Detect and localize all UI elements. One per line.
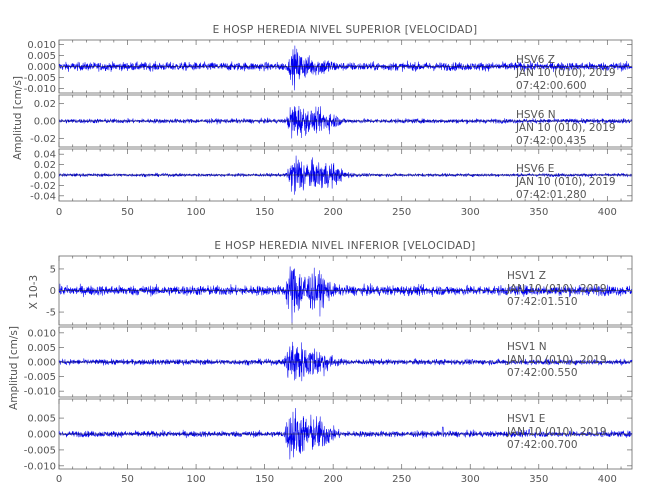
fig1-panel0-station-label: HSV1 Z	[507, 270, 546, 282]
fig0-panel0-station-label: HSV6 Z	[516, 54, 555, 66]
fig0-xtick-label: 150	[255, 207, 274, 218]
fig0-panel2-time-label: 07:42:01.280	[516, 189, 587, 201]
fig0-panel2-ytick-label: 0.04	[34, 150, 56, 161]
fig0-panel1-ytick-label: -0.02	[30, 134, 56, 145]
fig0-xtick-label: 200	[324, 207, 343, 218]
fig0-panel1-trace-hsv6-n	[58, 105, 633, 139]
y-axis-label-superior: Amplitud [cm/s]	[12, 76, 24, 160]
fig1-panel2-date-label: JAN 10 (010), 2019	[506, 426, 607, 438]
fig1-panel0-date-label: JAN 10 (010), 2019	[506, 283, 607, 295]
fig1-panel2-ytick-label: 0.000	[27, 430, 56, 441]
fig1-xtick-label: 150	[255, 474, 274, 485]
fig0-panel2-ytick-label: -0.04	[30, 191, 56, 202]
fig0-panel0-ytick-label: -0.005	[24, 73, 56, 84]
fig1-panel1-ytick-label: 0.000	[27, 358, 56, 369]
fig0-xtick-label: 50	[121, 207, 134, 218]
fig1-xtick-label: 0	[56, 474, 62, 485]
fig1-panel0-trace-hsv1-z	[58, 266, 633, 324]
fig0-panel1-date-label: JAN 10 (010), 2019	[515, 122, 616, 134]
fig0-panel2-ytick-label: 0.00	[34, 171, 56, 182]
fig1-panel2-ytick-label: 0.005	[27, 414, 56, 425]
fig1-panel0-ytick-label: 5	[50, 264, 56, 275]
fig0-panel0-ytick-label: -0.010	[24, 84, 56, 95]
fig1-panel2-time-label: 07:42:00.700	[507, 439, 578, 451]
panel-frames	[58, 39, 633, 470]
fig1-panel1-ytick-label: 0.010	[27, 328, 56, 339]
fig0-panel2-ytick-label: 0.02	[34, 160, 56, 171]
fig1-xtick-label: 400	[598, 474, 617, 485]
fig0-panel2-ytick-label: -0.02	[30, 181, 56, 192]
fig1-xtick-label: 350	[529, 474, 548, 485]
waveform-traces	[58, 45, 633, 460]
fig0-panel0-date-label: JAN 10 (010), 2019	[515, 67, 616, 79]
fig0-panel2-date-label: JAN 10 (010), 2019	[515, 176, 616, 188]
fig1-xtick-label: 50	[121, 474, 134, 485]
fig0-xtick-label: 250	[392, 207, 411, 218]
fig0-panel2-station-label: HSV6 E	[516, 163, 554, 175]
fig0-panel1-ytick-label: 0.02	[34, 99, 56, 110]
fig0-xtick-label: 100	[187, 207, 206, 218]
fig1-panel1-trace-hsv1-n	[58, 341, 633, 382]
fig1-panel0-time-label: 07:42:01.510	[507, 296, 578, 308]
fig1-panel2-ytick-label: -0.005	[24, 445, 56, 456]
fig1-panel2-trace-hsv1-e	[58, 407, 633, 460]
fig1-panel1-ytick-label: -0.010	[24, 387, 56, 398]
fig0-panel1-ytick-label: 0.00	[34, 117, 56, 128]
figure-title-superior: E HOSP HEREDIA NIVEL SUPERIOR [VELOCIDAD…	[213, 24, 478, 36]
fig1-panel1-time-label: 07:42:00.550	[507, 367, 578, 379]
fig1-xtick-label: 100	[187, 474, 206, 485]
fig1-panel2-station-label: HSV1 E	[507, 413, 545, 425]
fig0-panel0-ytick-label: 0.005	[27, 51, 56, 62]
y-scale-multiplier-label: X 10-3	[28, 275, 40, 309]
axis-ticks	[58, 40, 632, 469]
fig1-panel1-ytick-label: 0.005	[27, 343, 56, 354]
fig0-panel0-ytick-label: 0.000	[27, 62, 56, 73]
fig0-panel0-time-label: 07:42:00.600	[516, 80, 587, 92]
figure-title-inferior: E HOSP HEREDIA NIVEL INFERIOR [VELOCIDAD…	[214, 240, 475, 252]
fig1-panel1-station-label: HSV1 N	[507, 341, 547, 353]
fig0-xtick-label: 0	[56, 207, 62, 218]
chart-labels: E HOSP HEREDIA NIVEL SUPERIOR [VELOCIDAD…	[8, 24, 617, 485]
fig1-xtick-label: 300	[461, 474, 480, 485]
fig0-panel1-station-label: HSV6 N	[516, 109, 556, 121]
fig1-xtick-label: 200	[324, 474, 343, 485]
fig0-panel0-ytick-label: 0.010	[27, 40, 56, 51]
y-axis-label-inferior: Amplitud [cm/s]	[8, 326, 20, 410]
fig1-panel0-ytick-label: 0	[50, 286, 56, 297]
fig1-xtick-label: 250	[392, 474, 411, 485]
fig1-panel0-ytick-label: -5	[46, 308, 56, 319]
fig0-panel1-time-label: 07:42:00.435	[516, 135, 587, 147]
fig0-xtick-label: 350	[529, 207, 548, 218]
fig1-panel1-date-label: JAN 10 (010), 2019	[506, 354, 607, 366]
fig1-panel2-ytick-label: -0.010	[24, 461, 56, 472]
fig0-xtick-label: 300	[461, 207, 480, 218]
fig0-xtick-label: 400	[598, 207, 617, 218]
fig1-panel1-ytick-label: -0.005	[24, 372, 56, 383]
